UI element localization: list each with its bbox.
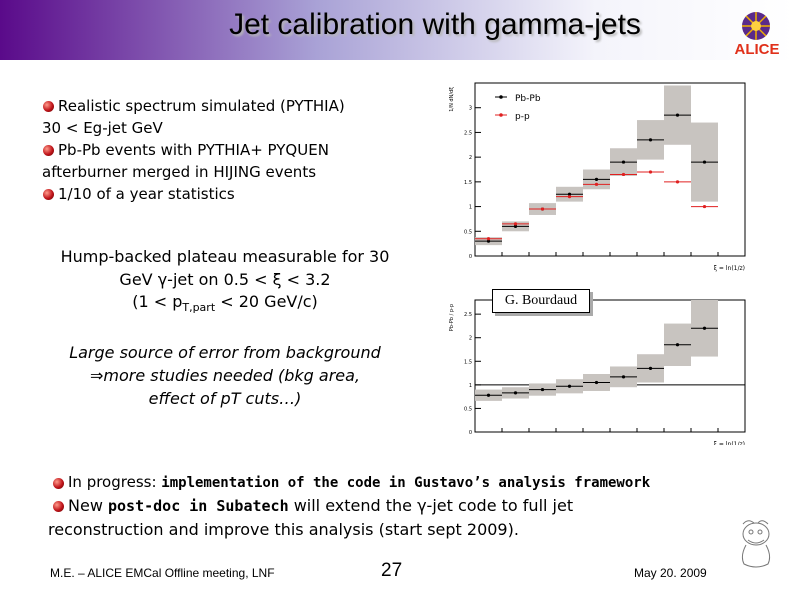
data-point — [513, 224, 518, 228]
bullet-icon — [43, 101, 54, 112]
legend-marker — [499, 113, 503, 117]
data-point — [594, 380, 599, 385]
bottom-bullet-2: New post-doc in Subatech will extend the… — [68, 495, 573, 517]
data-point — [675, 113, 680, 117]
y-axis-label: 1/N dN/dξ — [449, 87, 455, 112]
page-title: Jet calibration with gamma-jets — [229, 8, 641, 41]
y-tick-label: 0 — [469, 430, 472, 436]
bottom-bullet-2-post: will extend the γ-jet code to full jet — [288, 496, 574, 515]
data-point — [513, 222, 518, 226]
footer-date: May 20. 2009 — [634, 566, 707, 580]
y-tick-label: 2.5 — [464, 312, 472, 318]
y-tick-label: 0.5 — [464, 406, 472, 412]
mascot-icon — [741, 520, 771, 568]
y-tick-label: 1 — [469, 383, 472, 389]
bullet-icon — [53, 501, 64, 512]
data-point — [486, 237, 491, 241]
data-point — [486, 239, 491, 243]
legend-label: Pb-Pb — [515, 94, 541, 104]
error-line1: Large source of error from background — [69, 343, 381, 362]
x-axis-label: ξ = ln(1/z) — [714, 265, 745, 272]
y-axis-label: Pb-Pb / p-p — [449, 304, 455, 331]
data-point — [621, 172, 626, 177]
legend-label: p-p — [515, 112, 530, 122]
page-number: 27 — [381, 560, 403, 581]
y-tick-label: 2.5 — [464, 130, 472, 136]
data-point — [567, 195, 572, 199]
y-tick-label: 0 — [469, 254, 472, 260]
alice-logo-icon — [742, 12, 770, 40]
bullet-1-line2: 30 < Eg-jet GeV — [42, 119, 163, 137]
bullet-1-line1: Realistic spectrum simulated (PYTHIA) — [58, 97, 345, 115]
data-point — [594, 177, 599, 181]
hump-line3: (1 < pT,part < 20 GeV/c) — [20, 291, 430, 318]
bullet-2-line1: Pb-Pb events with PYTHIA+ PYQUEN — [58, 141, 329, 159]
y-tick-label: 0.5 — [464, 229, 472, 235]
bottom-bullet-2-line2: reconstruction and improve this analysis… — [48, 520, 519, 539]
footer-left: M.E. – ALICE EMCal Offline meeting, LNF — [50, 566, 275, 580]
hump-line3-post: < 20 GeV/c) — [215, 292, 318, 311]
hump-line2: GeV γ-jet on 0.5 < ξ < 3.2 — [119, 270, 331, 289]
spectrum-plot: 0 0.5 1 1.5 2 2.5 3 1/N dN/dξ ξ = ln(1/z) Pb-Pb p-… — [440, 78, 785, 278]
data-point — [621, 160, 626, 164]
bullet-icon — [53, 478, 64, 489]
bullet-icon — [43, 145, 54, 156]
data-point — [621, 375, 626, 379]
y-tick-label: 1.5 — [464, 359, 472, 365]
bottom-bullet-1-bold: implementation of the code in Gustavo’s … — [161, 475, 651, 491]
data-point — [702, 160, 707, 164]
error-line2: ⇒more studies needed (bkg area, — [90, 366, 360, 385]
bottom-bullet-1: In progress: implementation of the code … — [68, 472, 650, 494]
data-point — [594, 182, 599, 186]
hump-line3-pre: (1 < p — [132, 292, 183, 311]
legend-marker — [499, 95, 503, 99]
data-point — [675, 343, 680, 347]
data-point — [567, 192, 572, 196]
y-tick-label: 2 — [469, 155, 472, 161]
data-point — [648, 138, 653, 142]
logo-text: ALICE — [734, 41, 780, 58]
error-line3: effect of pT cuts…) — [148, 389, 302, 408]
bottom-bullet-2-bold: post-doc in Subatech — [107, 497, 289, 515]
credit-box: G. Bourdaud — [492, 289, 590, 313]
header-band — [0, 0, 794, 60]
y-tick-label: 1 — [469, 205, 472, 211]
data-point — [675, 180, 680, 184]
y-tick-label: 3 — [469, 106, 472, 112]
data-point — [702, 204, 707, 209]
data-point — [486, 393, 491, 397]
data-point — [540, 207, 545, 211]
y-tick-label: 1.5 — [464, 180, 472, 186]
bullet-3-line1: 1/10 of a year statistics — [58, 185, 235, 203]
data-point — [567, 384, 572, 388]
bottom-bullet-2-pre: New — [68, 496, 108, 515]
y-tick-label: 2 — [469, 336, 472, 342]
hump-line3-sub: T,part — [182, 301, 216, 315]
x-axis-label: ξ = ln(1/z) — [714, 441, 745, 445]
data-point — [648, 170, 653, 174]
bullet-icon — [43, 189, 54, 200]
bottom-bullet-1-pre: In progress: — [68, 473, 162, 491]
ratio-plot: 0 0.5 1 1.5 2 2.5 Pb-Pb / p-p ξ = ln(1/z) — [440, 295, 785, 445]
data-point — [648, 366, 653, 370]
hump-line1: Hump-backed plateau measurable for 30 — [60, 247, 390, 266]
bullet-2-line2: afterburner merged in HIJING events — [42, 163, 317, 181]
data-point — [513, 391, 518, 395]
data-point — [540, 387, 545, 392]
data-point — [702, 326, 707, 330]
